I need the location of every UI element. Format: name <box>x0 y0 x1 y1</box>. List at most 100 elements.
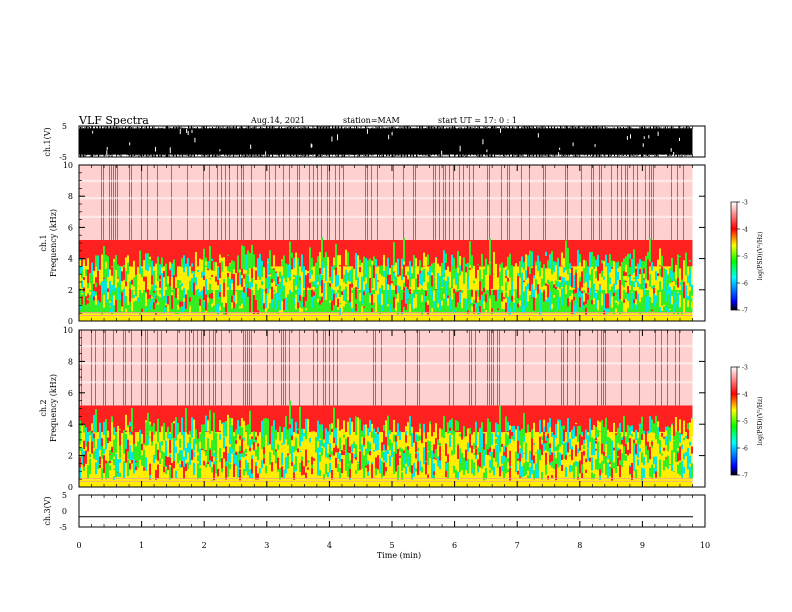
spec2-speck <box>507 435 509 446</box>
spec2-speck <box>647 415 649 432</box>
spec2-speck <box>371 423 373 433</box>
spec2-speck <box>385 466 387 472</box>
spec2-speck <box>519 461 521 477</box>
spec2-speck <box>383 462 385 476</box>
spec1-speck <box>171 295 173 309</box>
spec2-speck <box>321 460 323 469</box>
spec2-speck <box>581 431 583 436</box>
spec2-speck <box>361 457 363 469</box>
spec1-speck <box>109 281 111 296</box>
spec2-speck <box>533 422 535 434</box>
spec2-speck <box>205 415 207 432</box>
spec1-speck <box>571 298 573 314</box>
spec2-streak <box>145 330 146 406</box>
spec2-speck <box>645 443 647 455</box>
spec2-speck <box>221 441 223 459</box>
spec2-speck <box>305 441 307 457</box>
spec1-speck <box>643 279 645 296</box>
spec2-speck <box>371 474 373 479</box>
spec1-speck <box>211 261 213 271</box>
spec1-speck <box>451 266 453 283</box>
spec2-speck <box>557 444 559 451</box>
spec2-streak <box>91 330 92 406</box>
spec2-speck <box>529 456 531 470</box>
spec1-speck <box>319 263 321 278</box>
spec2-speck <box>331 469 333 480</box>
spec1-speck <box>609 254 611 267</box>
spec2-speck <box>641 416 643 432</box>
spec2-speck <box>93 463 95 474</box>
spec1-speck <box>557 260 559 276</box>
spec1-streak <box>283 165 284 240</box>
spec2-speck <box>173 438 175 455</box>
spec2-streak <box>475 330 476 406</box>
spec1-speck <box>597 254 599 267</box>
spec1-speck <box>315 287 317 292</box>
spec1-speck <box>531 267 533 284</box>
spec1-speck <box>477 265 479 270</box>
spec1-speck <box>151 285 153 291</box>
spec2-speck <box>537 460 539 470</box>
spec2-speck <box>93 433 95 439</box>
spec1-speck <box>377 294 379 304</box>
spec2-speck <box>321 465 323 480</box>
spec2-speck <box>241 417 243 435</box>
spec2-speck <box>279 452 281 469</box>
spec1-speck <box>637 287 639 294</box>
spec1-speck <box>527 265 529 278</box>
ch2-cb-label-3: -6 <box>742 446 748 453</box>
spec2-speck <box>199 467 201 475</box>
spec2-speck <box>617 457 619 467</box>
ch1-waveform-gap <box>499 128 501 133</box>
spec2-speck <box>569 459 571 473</box>
spec2-burst <box>605 417 607 442</box>
spec2-speck <box>689 428 691 440</box>
spec2-speck <box>339 453 341 462</box>
spec2-speck <box>169 457 171 466</box>
spec1-speck <box>361 262 363 272</box>
spec2-speck <box>141 433 143 447</box>
spec2-speck <box>129 463 131 470</box>
spec2-streak <box>81 330 82 406</box>
spec2-speck <box>607 462 609 479</box>
spec1-speck <box>525 295 527 308</box>
spec2-speck <box>659 437 661 454</box>
spec1-speck <box>293 267 295 275</box>
spec2-speck <box>501 455 503 464</box>
spec1-streak <box>601 165 602 240</box>
spec1-speck <box>287 267 289 278</box>
spec2-speck <box>591 457 593 471</box>
spec2-speck <box>327 472 329 478</box>
spec1-speck <box>85 269 87 277</box>
spec2-speck <box>501 465 503 472</box>
spec2-speck <box>459 433 461 440</box>
spec2-speck <box>601 454 603 465</box>
spec2-speck <box>321 430 323 447</box>
spec1-speck <box>297 288 299 303</box>
spec1-streak <box>393 165 394 240</box>
spec2-speck <box>297 461 299 473</box>
spec1-speck <box>505 298 507 307</box>
spec1-speck <box>615 302 617 309</box>
spec2-speck <box>427 454 429 466</box>
spec2-speck <box>355 455 357 460</box>
spec1-speck <box>225 300 227 315</box>
spec2-streak <box>493 330 494 406</box>
spec1-speck <box>531 251 533 266</box>
spec2-speck <box>301 460 303 476</box>
spec1-speck <box>343 282 345 290</box>
time-xtick-label-9: 9 <box>640 541 645 550</box>
spec1-speck <box>505 282 507 292</box>
spec1-speck <box>197 271 199 290</box>
spec2-speck <box>501 446 503 457</box>
spec2-speck <box>597 420 599 436</box>
spec1-speck <box>375 290 377 299</box>
spec1-speck <box>121 274 123 279</box>
spec1-speck <box>399 275 401 287</box>
spec1-speck <box>637 296 639 305</box>
spec2-speck <box>107 430 109 438</box>
spec2-speck <box>641 467 643 481</box>
spec2-speck <box>93 451 95 459</box>
spec1-speck <box>639 268 641 275</box>
